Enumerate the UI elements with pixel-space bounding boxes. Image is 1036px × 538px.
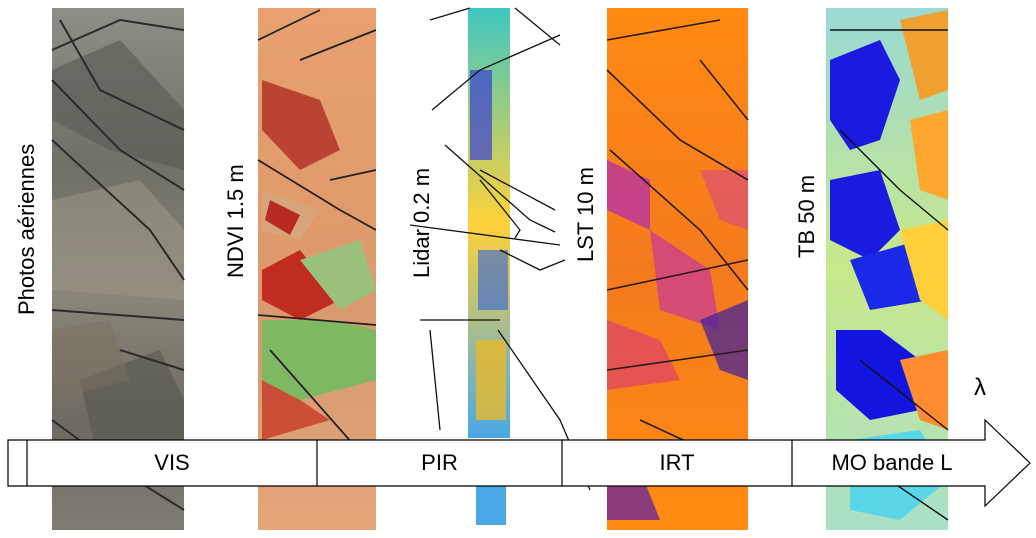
label-photos: Photos aériennes — [14, 143, 39, 315]
band-irt: IRT — [659, 450, 695, 475]
lidar-strip — [409, 7, 591, 525]
label-lst: LST 10 m — [573, 167, 598, 262]
band-pir: PIR — [421, 450, 458, 475]
label-ndvi: NDVI 1.5 m — [223, 164, 248, 278]
wavelength-symbol: λ — [974, 374, 986, 401]
band-vis: VIS — [154, 450, 190, 475]
label-lidar: Lidar 0.2 m — [409, 167, 434, 278]
label-tb: TB 50 m — [794, 174, 819, 258]
spectrum-arrow — [7, 418, 1031, 508]
band-mo: MO bande L — [831, 450, 953, 475]
